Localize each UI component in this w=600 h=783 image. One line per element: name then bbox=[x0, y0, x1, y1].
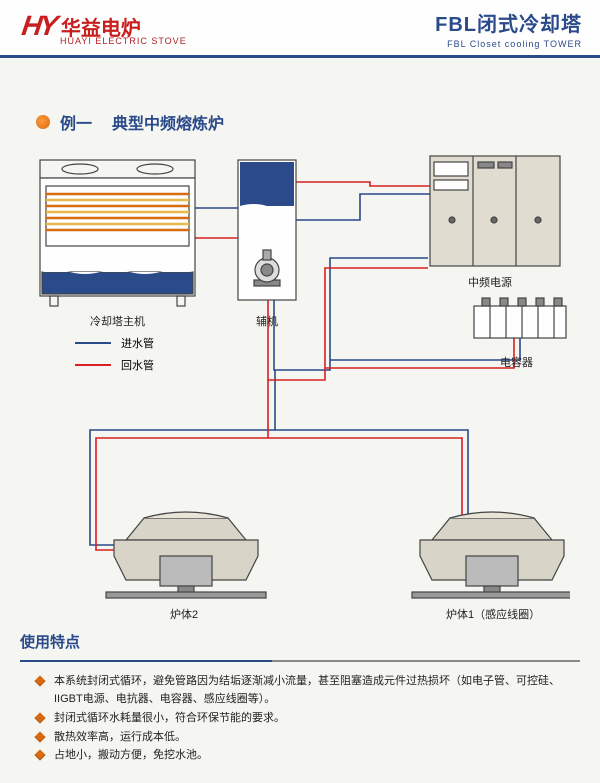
aux-label: 辅机 bbox=[256, 313, 278, 329]
diamond-icon bbox=[34, 712, 45, 723]
aux-unit bbox=[238, 160, 296, 300]
legend-return: 回水管 bbox=[75, 357, 154, 373]
furnace-2 bbox=[106, 512, 266, 598]
product-title: FBL闭式冷却塔 FBL Closet cooling TOWER bbox=[435, 8, 582, 49]
furnace1-label: 炉体1（感应线圈） bbox=[446, 606, 540, 622]
capacitor-label: 电容器 bbox=[500, 354, 533, 370]
logo-mark: HY bbox=[20, 10, 57, 42]
product-title-en: FBL Closet cooling TOWER bbox=[435, 39, 582, 49]
feature-item: 占地小，搬动方便，免挖水池。 bbox=[32, 746, 580, 765]
legend-inlet: 进水管 bbox=[75, 335, 154, 351]
feature-text: 散热效率高，运行成本低。 bbox=[54, 728, 580, 747]
system-diagram: 冷却塔主机 辅机 中频电源 电容器 炉体2 炉体1（感应线圈） bbox=[30, 150, 570, 630]
feature-item: 散热效率高，运行成本低。 bbox=[32, 728, 580, 747]
furnace-1 bbox=[412, 512, 570, 598]
legend-inlet-label: 进水管 bbox=[121, 335, 154, 351]
features-list: 本系统封闭式循环，避免管路因为结垢逐渐减小流量，甚至阻塞造成元件过热损坏（如电子… bbox=[20, 672, 580, 765]
power-label: 中频电源 bbox=[468, 274, 512, 290]
logo-en: HUAYI ELECTRIC STOVE bbox=[60, 36, 187, 46]
legend: 进水管 回水管 bbox=[75, 335, 154, 379]
capacitor bbox=[474, 298, 566, 338]
header: HY 华益电炉 HUAYI ELECTRIC STOVE FBL闭式冷却塔 FB… bbox=[0, 0, 600, 58]
features-section: 使用特点 本系统封闭式循环，避免管路因为结垢逐渐减小流量，甚至阻塞造成元件过热损… bbox=[20, 631, 580, 765]
power-cabinet bbox=[430, 156, 560, 266]
product-title-cn: FBL闭式冷却塔 bbox=[435, 8, 582, 37]
furnace2-label: 炉体2 bbox=[170, 606, 198, 622]
tower-label: 冷却塔主机 bbox=[90, 313, 145, 329]
diamond-icon bbox=[34, 675, 45, 686]
legend-return-label: 回水管 bbox=[121, 357, 154, 373]
feature-text: 本系统封闭式循环，避免管路因为结垢逐渐减小流量，甚至阻塞造成元件过热损坏（如电子… bbox=[54, 672, 580, 709]
example-title: 典型中频熔炼炉 bbox=[112, 110, 224, 134]
feature-text: 占地小，搬动方便，免挖水池。 bbox=[54, 746, 580, 765]
diamond-icon bbox=[34, 731, 45, 742]
feature-item: 封闭式循环水耗量很小，符合环保节能的要求。 bbox=[32, 709, 580, 728]
features-title: 使用特点 bbox=[20, 631, 580, 652]
cooling-tower bbox=[40, 160, 195, 306]
bullet-icon bbox=[36, 115, 50, 129]
feature-text: 封闭式循环水耗量很小，符合环保节能的要求。 bbox=[54, 709, 580, 728]
legend-inlet-line bbox=[75, 342, 111, 344]
example-label: 例一 bbox=[60, 110, 92, 134]
example-heading: 例一 典型中频熔炼炉 bbox=[36, 110, 224, 134]
legend-return-line bbox=[75, 364, 111, 366]
features-rule bbox=[20, 660, 580, 662]
diamond-icon bbox=[34, 750, 45, 761]
feature-item: 本系统封闭式循环，避免管路因为结垢逐渐减小流量，甚至阻塞造成元件过热损坏（如电子… bbox=[32, 672, 580, 709]
